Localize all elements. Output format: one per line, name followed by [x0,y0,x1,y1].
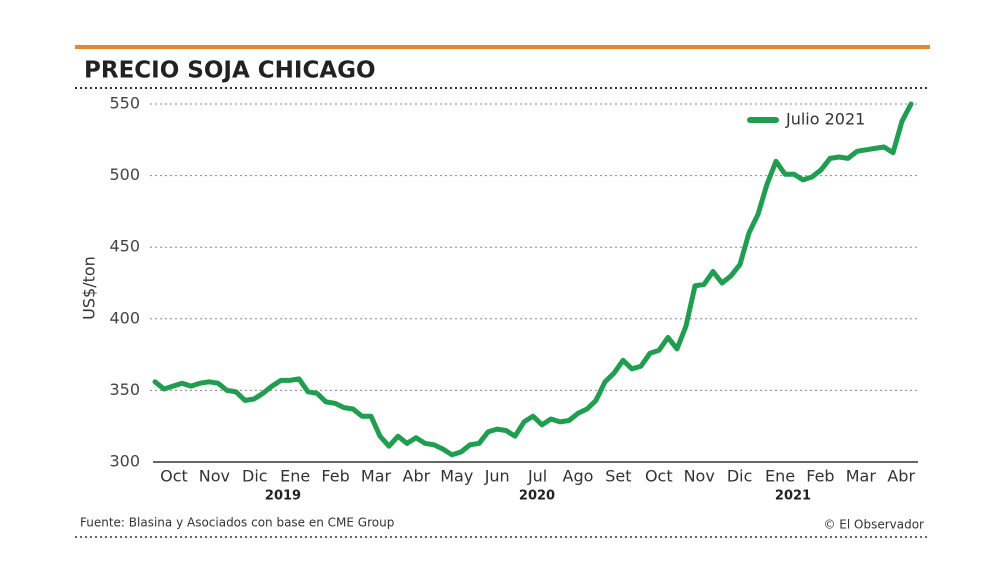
chart-title: PRECIO SOJA CHICAGO [84,58,376,84]
top-rule [75,45,930,49]
y-axis-label: US$/ton [80,256,99,320]
legend-label: Julio 2021 [785,110,865,129]
x-tick-label: Abr [403,467,431,486]
year-label: 2021 [775,489,811,504]
y-tick-label: 400 [109,308,140,327]
x-tick-label: Feb [321,467,349,486]
year-label: 2019 [265,489,301,504]
x-tick-label: Oct [645,467,673,486]
x-tick-label: Dic [727,467,753,486]
x-tick-label: Set [605,467,631,486]
source: Fuente: Blasina y Asociados con base en … [80,516,394,530]
y-tick-label: 550 [109,94,140,113]
x-tick-label: Jun [484,467,510,486]
x-tick-label: Ene [765,467,795,486]
y-tick-label: 500 [109,165,140,184]
x-tick-label: Mar [846,467,877,486]
y-tick-label: 350 [109,380,140,399]
x-tick-label: May [440,467,473,486]
x-tick-label: Mar [361,467,392,486]
line [152,101,914,458]
y-tick-label: 300 [109,452,140,471]
x-tick-label: Abr [887,467,915,486]
x-tick-label: Ago [563,467,594,486]
x-tick-label: Dic [242,467,268,486]
x-tick-label: Ene [280,467,310,486]
x-tick-label: Nov [684,467,715,486]
x-tick-label: Jul [527,467,547,486]
x-tick-label: Feb [806,467,834,486]
year-label: 2020 [519,489,555,504]
credit: © El Observador [823,518,924,532]
x-tick-label: Oct [160,467,188,486]
x-tick-label: Nov [199,467,230,486]
y-tick-label: 450 [109,237,140,256]
